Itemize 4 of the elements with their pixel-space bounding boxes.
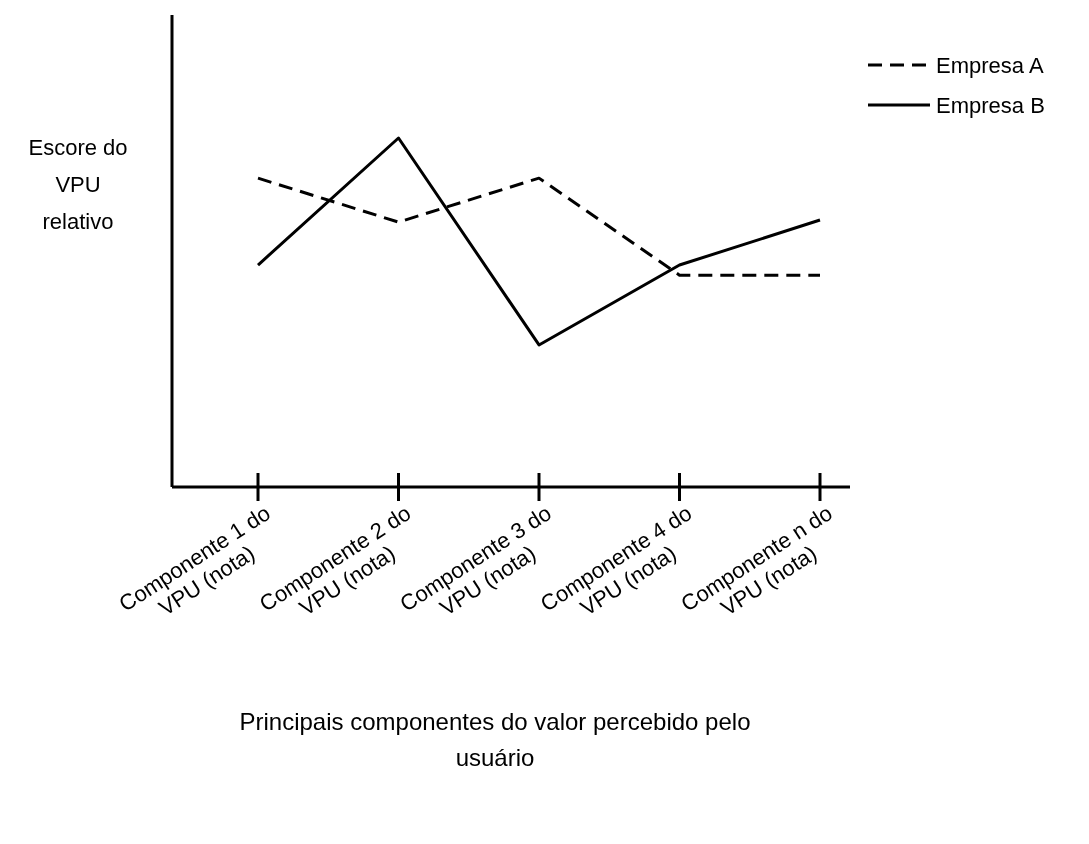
legend-label: Empresa A xyxy=(936,53,1044,78)
legend-label: Empresa B xyxy=(936,93,1045,118)
y-axis-title: Escore do VPU relativo xyxy=(28,135,128,234)
x-axis-title: Principais componentes do valor percebido pelo usuário xyxy=(239,708,751,771)
